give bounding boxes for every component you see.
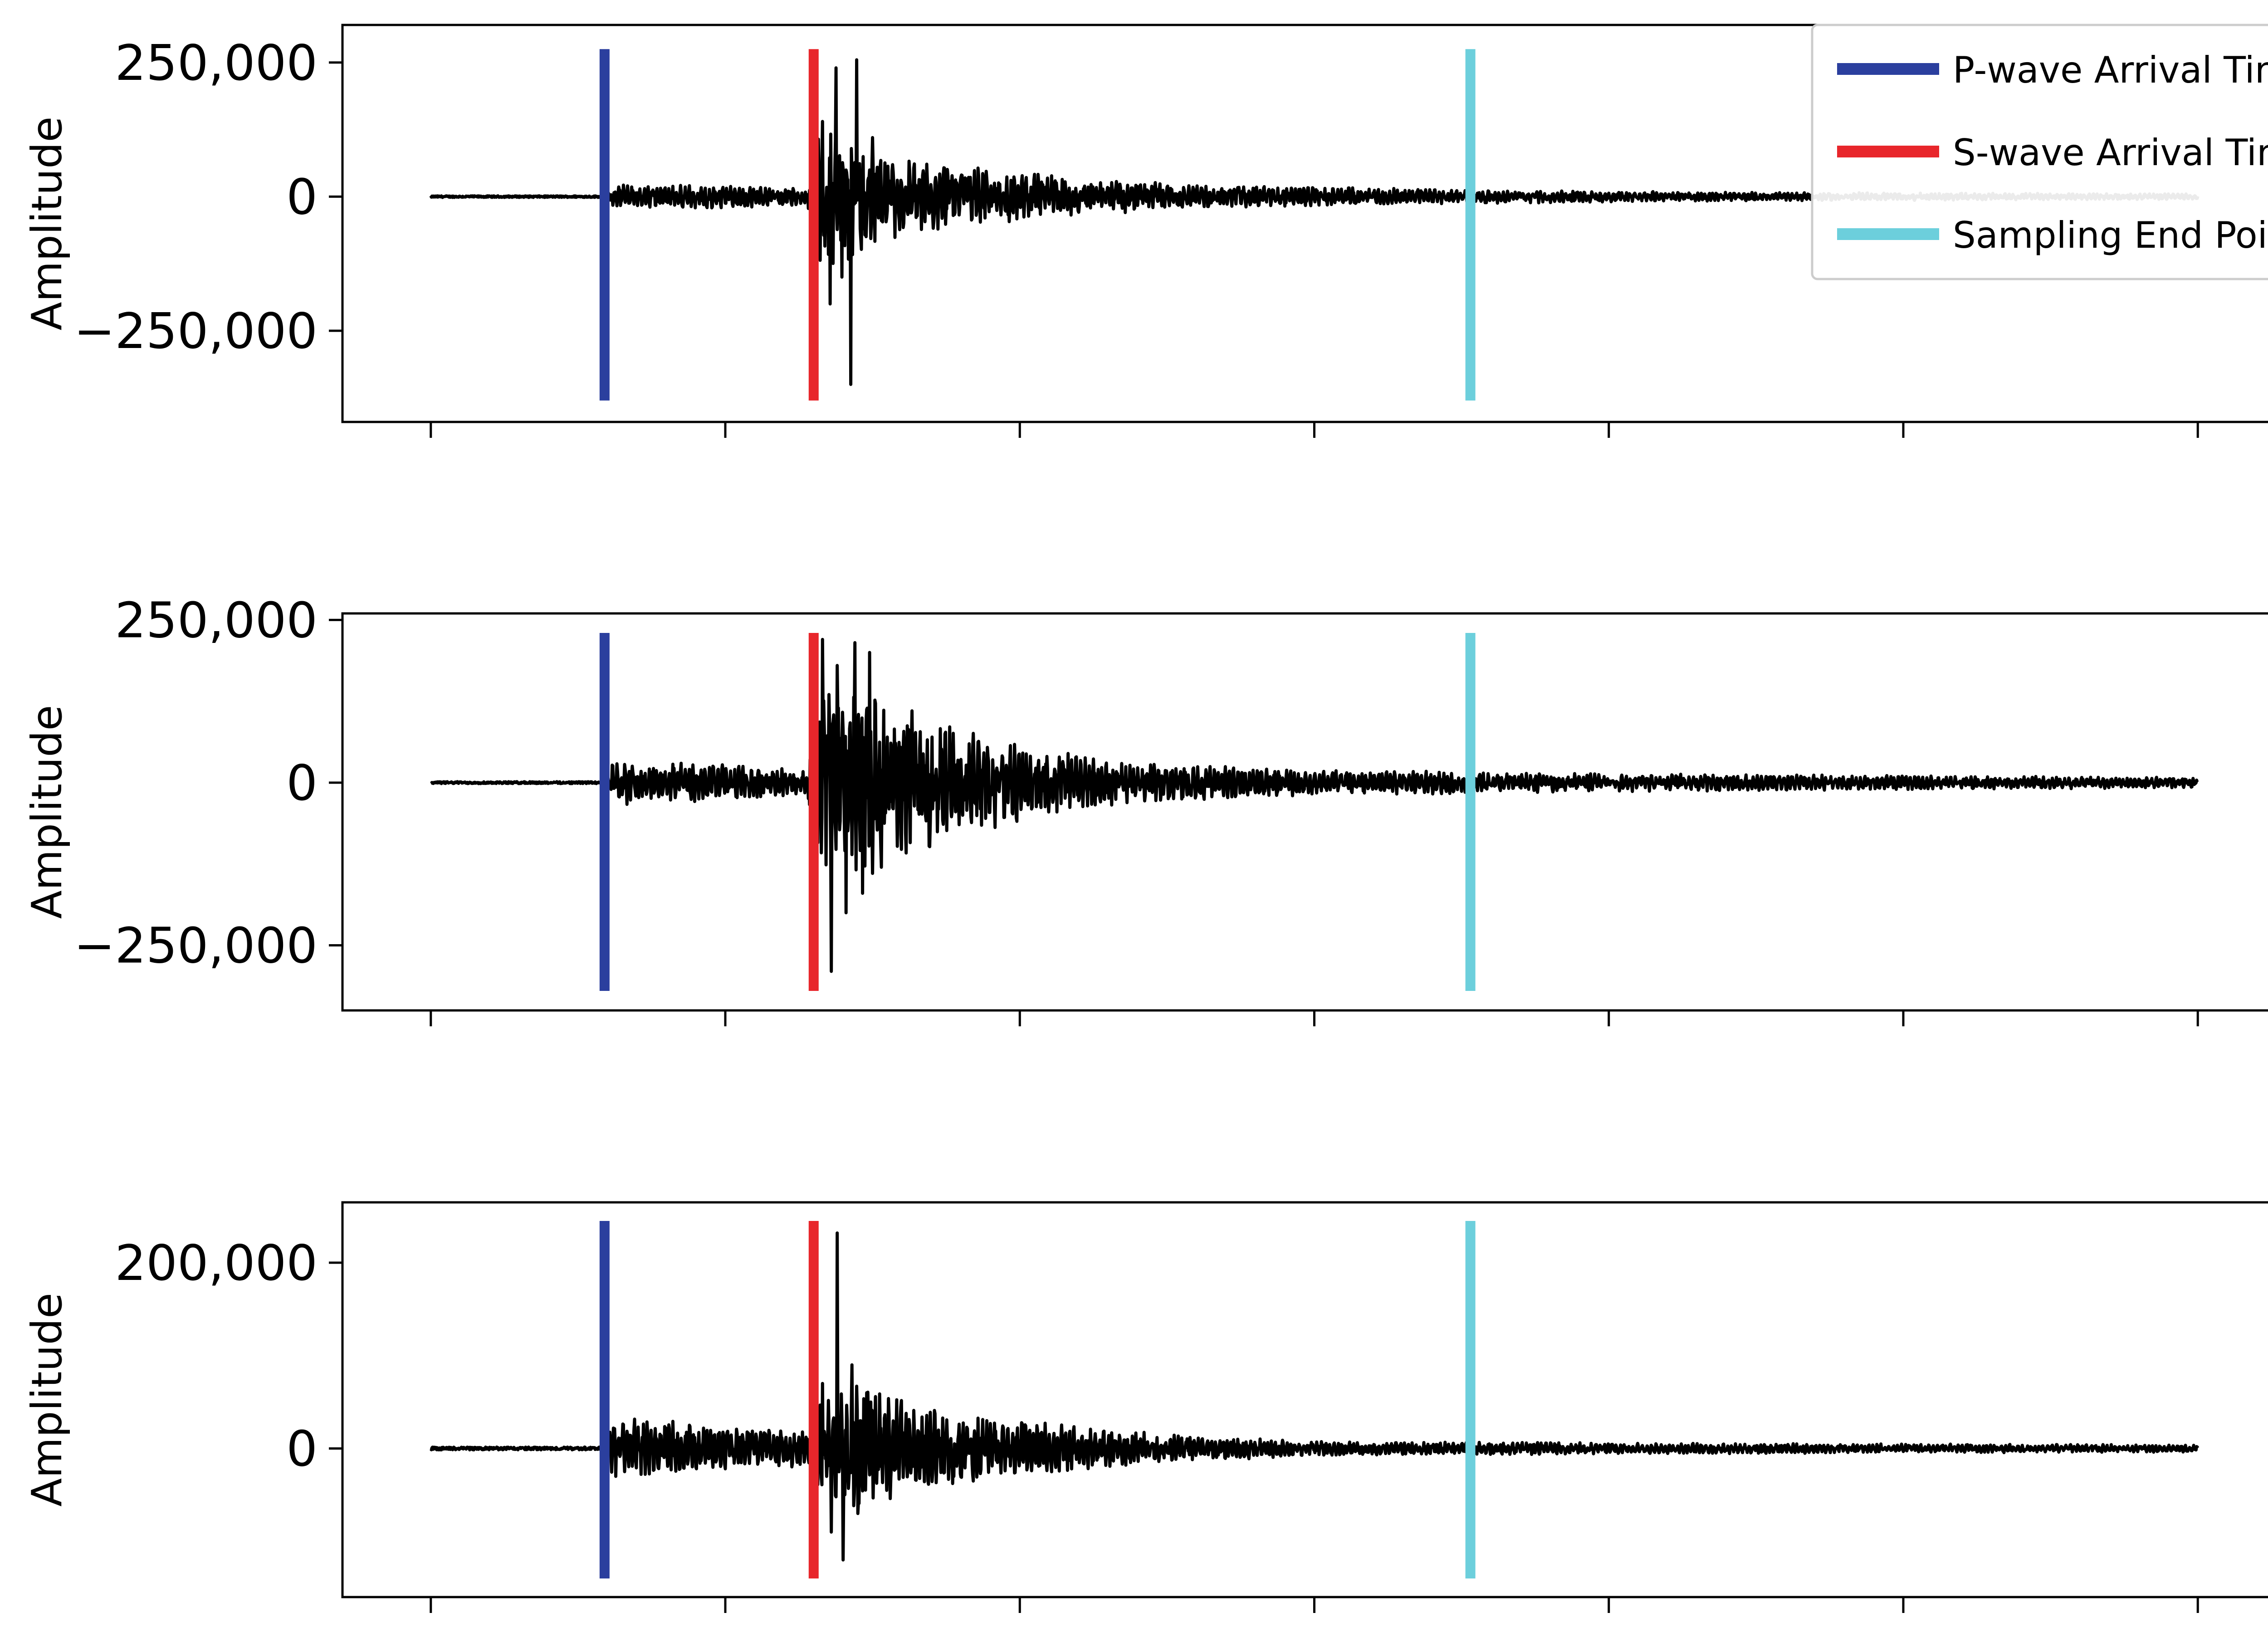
y-tick-label: 250,000 bbox=[115, 35, 318, 92]
legend-box bbox=[1811, 24, 2268, 280]
waveform-series bbox=[430, 637, 2199, 973]
waveform-series bbox=[430, 1231, 2200, 1562]
y-axis-label: Amplitude bbox=[23, 117, 71, 330]
y-tick-label: 0 bbox=[286, 1421, 318, 1477]
y-tick-label: 250,000 bbox=[115, 592, 318, 649]
legend-label: S-wave Arrival Time bbox=[1953, 132, 2268, 174]
legend-label: P-wave Arrival Time bbox=[1953, 49, 2268, 91]
y-axis-label: Amplitude bbox=[23, 1293, 71, 1506]
y-tick-label: 200,000 bbox=[115, 1235, 318, 1292]
y-tick-label: 0 bbox=[286, 169, 318, 225]
waveform-panel-3: 200,000 0 Amplitude bbox=[23, 1201, 2268, 1613]
legend: P-wave Arrival Time S-wave Arrival Time Sa… bbox=[1811, 24, 2268, 280]
y-axis-label: Amplitude bbox=[23, 705, 71, 919]
y-tick-label: 0 bbox=[286, 755, 318, 812]
legend-label: Sampling End Point bbox=[1953, 214, 2268, 256]
y-tick-label: −250,000 bbox=[74, 918, 318, 975]
y-tick-label: −250,000 bbox=[74, 303, 318, 360]
